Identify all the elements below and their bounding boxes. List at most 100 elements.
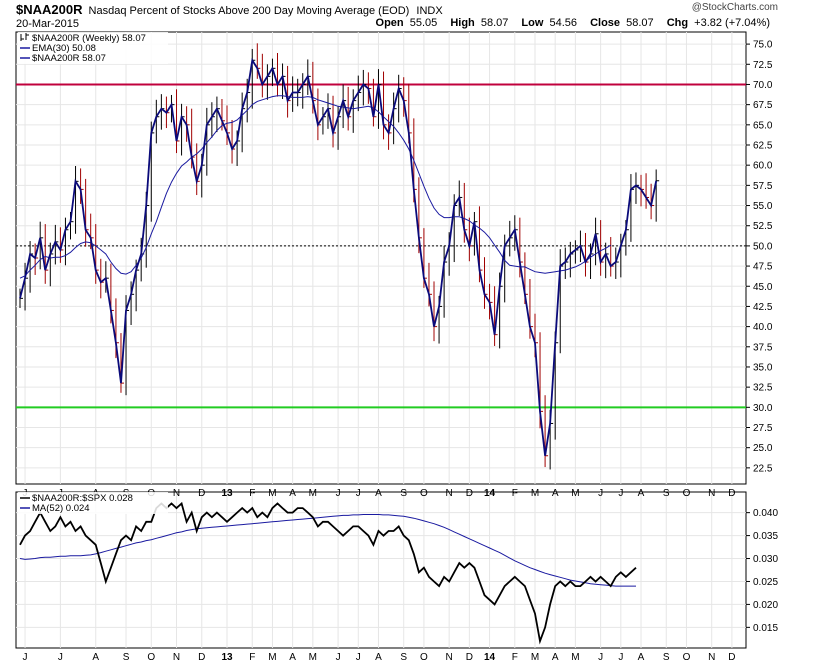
ratio-panel-frame (15, 491, 747, 649)
y-tick-label-upper: 45.0 (753, 282, 773, 293)
x-tick-label-lower: O (147, 652, 155, 663)
x-tick-label-upper: D (198, 488, 205, 499)
price-legend-label: $NAA200R (Weekly) 58.07 (32, 33, 146, 44)
chart-date: 20-Mar-2015 (16, 18, 79, 30)
x-tick-label-lower: A (552, 652, 559, 663)
y-tick-label-upper: 57.5 (753, 181, 773, 192)
x-tick-label-upper: F (249, 488, 255, 499)
y-tick-label-upper: 22.5 (753, 463, 773, 474)
high-label: High (450, 17, 475, 29)
x-tick-label-upper: M (268, 488, 276, 499)
close-label: Close (590, 17, 621, 29)
x-tick-label-upper: A (375, 488, 382, 499)
quote-bar: Open 55.05 High 58.07 Low 54.56 Close 58… (376, 17, 770, 29)
symbol: $NAA200R (16, 2, 83, 17)
x-tick-label-lower: D (198, 652, 205, 663)
y-tick-label-lower: 0.015 (753, 623, 778, 634)
x-tick-label-upper: D (466, 488, 473, 499)
x-tick-label-lower: J (23, 652, 28, 663)
y-tick-label-lower: 0.025 (753, 577, 778, 588)
x-tick-label-lower: J (356, 652, 361, 663)
ratio-legend-label: MA(52) 0.024 (32, 503, 90, 514)
ratio-legend-bg (18, 492, 168, 514)
x-tick-label-lower: 14 (484, 652, 496, 663)
ma52-line (19, 514, 636, 587)
x-tick-label-upper: M (309, 488, 317, 499)
x-tick-label-lower: A (289, 652, 296, 663)
price-legend-bg (18, 32, 168, 64)
exchange: INDX (416, 5, 443, 17)
y-tick-label-upper: 32.5 (753, 383, 773, 394)
x-tick-label-upper: A (552, 488, 559, 499)
y-tick-label-upper: 35.0 (753, 362, 773, 373)
x-tick-label-lower: M (531, 652, 539, 663)
x-tick-label-lower: A (92, 652, 99, 663)
price-legend-label: EMA(30) 50.08 (32, 43, 96, 54)
chart-header: $NAA200R Nasdaq Percent of Stocks Above … (16, 2, 776, 17)
y-tick-label-lower: 0.035 (753, 531, 778, 542)
x-tick-label-lower: M (571, 652, 579, 663)
x-tick-label-upper: 14 (484, 488, 496, 499)
x-tick-label-lower: M (309, 652, 317, 663)
y-tick-label-lower: 0.040 (753, 508, 778, 519)
x-tick-label-upper: J (618, 488, 623, 499)
ema30-line (19, 95, 611, 279)
y-tick-label-upper: 70.0 (753, 80, 773, 91)
x-tick-label-lower: M (268, 652, 276, 663)
open-value: 55.05 (409, 17, 438, 29)
y-tick-label-upper: 60.0 (753, 161, 773, 172)
x-tick-label-upper: N (173, 488, 180, 499)
close-value: 58.07 (626, 17, 654, 29)
x-tick-label-lower: S (123, 652, 130, 663)
price-legend-label: $NAA200R 58.07 (32, 53, 106, 64)
x-tick-label-lower: J (58, 652, 63, 663)
x-tick-label-upper: M (571, 488, 579, 499)
x-tick-label-lower: F (249, 652, 255, 663)
ratio-legend-label: $NAA200R:$SPX 0.028 (32, 493, 133, 504)
x-tick-label-upper: J (356, 488, 361, 499)
chg-label: Chg (666, 17, 689, 29)
x-tick-label-lower: N (708, 652, 715, 663)
chg-value: +3.82 (+7.04%) (694, 17, 770, 29)
x-tick-label-lower: A (375, 652, 382, 663)
x-tick-label-upper: N (708, 488, 715, 499)
x-tick-label-upper: J (598, 488, 603, 499)
y-tick-label-upper: 30.0 (753, 403, 773, 414)
x-tick-label-upper: O (420, 488, 428, 499)
x-tick-label-upper: M (531, 488, 539, 499)
open-label: Open (375, 17, 404, 29)
y-tick-label-upper: 25.0 (753, 443, 773, 454)
y-tick-label-upper: 42.5 (753, 302, 773, 313)
x-tick-label-lower: F (512, 652, 518, 663)
x-tick-label-upper: F (512, 488, 518, 499)
y-tick-label-lower: 0.020 (753, 600, 778, 611)
x-tick-label-lower: S (663, 652, 670, 663)
y-tick-label-upper: 72.5 (753, 60, 773, 71)
x-tick-label-upper: S (663, 488, 670, 499)
x-tick-label-lower: O (683, 652, 691, 663)
low-value: 54.56 (549, 17, 578, 29)
x-tick-label-lower: A (638, 652, 645, 663)
low-label: Low (521, 17, 544, 29)
y-tick-label-upper: 47.5 (753, 262, 773, 273)
close-line (19, 57, 658, 456)
x-tick-label-lower: D (466, 652, 473, 663)
x-tick-label-lower: S (400, 652, 407, 663)
y-tick-label-upper: 50.0 (753, 241, 773, 252)
y-tick-label-upper: 65.0 (753, 120, 773, 131)
x-tick-label-upper: N (446, 488, 453, 499)
watermark: @StockCharts.com (691, 2, 778, 13)
y-tick-label-upper: 52.5 (753, 221, 773, 232)
y-tick-label-upper: 62.5 (753, 141, 773, 152)
y-tick-label-upper: 67.5 (753, 100, 773, 111)
x-tick-label-lower: J (618, 652, 623, 663)
x-tick-label-upper: 13 (221, 488, 233, 499)
x-tick-label-upper: S (400, 488, 407, 499)
y-tick-label-upper: 27.5 (753, 423, 773, 434)
description: Nasdaq Percent of Stocks Above 200 Day M… (88, 5, 410, 17)
x-tick-label-lower: N (173, 652, 180, 663)
y-tick-label-lower: 0.030 (753, 554, 778, 565)
x-tick-label-lower: N (446, 652, 453, 663)
x-tick-label-upper: A (289, 488, 296, 499)
